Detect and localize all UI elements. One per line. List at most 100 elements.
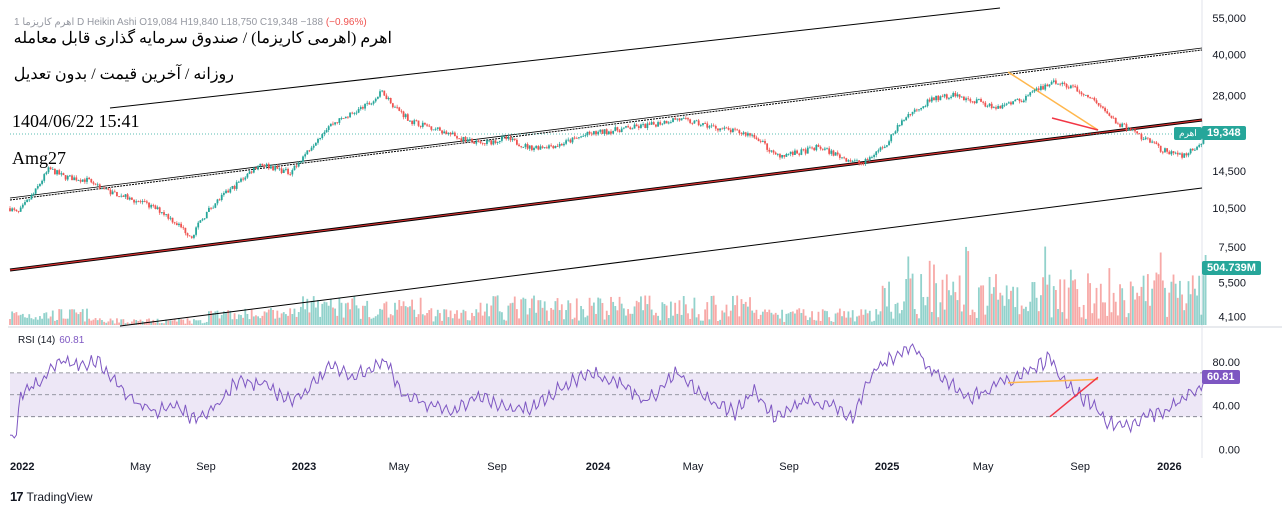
candle-body — [571, 137, 574, 143]
candle-body — [828, 148, 831, 154]
candle-body — [90, 179, 93, 183]
candle-body — [862, 163, 865, 165]
volume-bar — [640, 296, 642, 325]
volume-bar — [231, 319, 234, 325]
volume-bar — [1181, 294, 1183, 325]
volume-bar — [501, 312, 503, 325]
candle-body — [809, 147, 811, 149]
volume-bar — [1155, 272, 1158, 325]
volume-bar — [704, 309, 707, 325]
volume-bar — [742, 303, 745, 325]
price-tick-label: 10,500 — [1212, 203, 1246, 215]
candle-body — [1067, 87, 1070, 89]
candle-body — [652, 122, 655, 125]
candle-body — [1112, 117, 1115, 119]
volume-bar — [1003, 305, 1006, 325]
volume-bar — [1134, 299, 1136, 325]
volume-bar — [156, 318, 159, 325]
candle-body — [526, 144, 529, 149]
volume-bar — [197, 320, 200, 325]
candle-body — [188, 235, 191, 237]
volume-bar — [289, 308, 292, 325]
volume-bar — [629, 313, 632, 325]
volume-bar — [158, 323, 161, 325]
volume-bar — [693, 297, 696, 325]
candle-body — [297, 162, 300, 167]
candle-body — [926, 99, 929, 107]
volume-bar — [977, 287, 980, 325]
volume-bar — [1114, 301, 1117, 325]
volume-bar — [633, 306, 636, 325]
candle-body — [603, 129, 606, 134]
candle-body — [314, 142, 317, 146]
candle-body — [460, 138, 463, 141]
candle-body — [550, 145, 553, 147]
volume-bar — [24, 317, 26, 325]
volume-bar — [400, 306, 403, 325]
candle-body — [163, 212, 165, 215]
volume-bar — [890, 311, 893, 325]
volume-bar — [415, 317, 418, 325]
volume-bar — [265, 312, 268, 325]
volume-bar — [894, 304, 897, 325]
volume-bar — [188, 320, 191, 325]
volume-bar — [841, 316, 843, 325]
candle-body — [856, 160, 858, 162]
volume-bar — [1172, 274, 1175, 325]
candle-body — [640, 124, 642, 128]
volume-bar — [374, 316, 377, 325]
candle-body — [560, 144, 563, 146]
volume-bar — [182, 319, 185, 325]
candle-body — [327, 126, 330, 130]
candle-body — [1093, 97, 1096, 101]
volume-bar — [729, 310, 732, 325]
candle-body — [1042, 86, 1044, 90]
candle-body — [693, 120, 696, 124]
channel-mid-line — [9, 49, 1203, 201]
candle-body — [1003, 104, 1006, 106]
volume-bar — [101, 320, 103, 325]
candle-body — [116, 192, 118, 197]
volume-bar — [475, 309, 478, 325]
candle-body — [588, 131, 591, 134]
volume-bar — [520, 299, 523, 325]
candle-body — [105, 188, 108, 190]
candle-body — [498, 140, 501, 143]
volume-bar — [862, 314, 865, 325]
volume-bar — [738, 316, 741, 325]
volume-bar — [1176, 297, 1179, 325]
volume-bar — [449, 310, 452, 325]
candle-body — [406, 114, 409, 121]
candle-body — [1108, 113, 1111, 116]
volume-bar — [898, 313, 901, 325]
candle-body — [1146, 137, 1149, 139]
candle-body — [385, 95, 388, 100]
volume-bar — [669, 301, 672, 325]
volume-bar — [761, 311, 764, 325]
volume-bar — [659, 320, 662, 325]
candle-body — [1117, 123, 1119, 125]
candle-body — [111, 191, 114, 195]
candle-body — [533, 147, 535, 151]
candle-body — [252, 167, 255, 173]
candle-body — [47, 167, 50, 173]
volume-bar — [1112, 292, 1115, 325]
rsi-value: 60.81 — [59, 335, 85, 346]
candle-body — [858, 160, 861, 164]
title-line-1: اهرم (اهرمی کاریزما) / صندوق سرمایه گذار… — [13, 30, 392, 47]
time-tick-label: Sep — [779, 461, 799, 473]
volume-bar — [92, 319, 95, 325]
candle-body — [81, 179, 84, 182]
volume-bar — [486, 303, 488, 325]
candle-body — [507, 136, 510, 139]
tradingview-logo[interactable]: 17 TradingView — [10, 489, 93, 504]
volume-bar — [798, 308, 801, 325]
candle-body — [935, 95, 938, 101]
candle-body — [1052, 80, 1055, 82]
volume-bar — [282, 312, 285, 325]
volume-bar — [385, 301, 388, 325]
volume-bar — [1191, 275, 1194, 325]
time-tick-label: May — [683, 461, 704, 473]
